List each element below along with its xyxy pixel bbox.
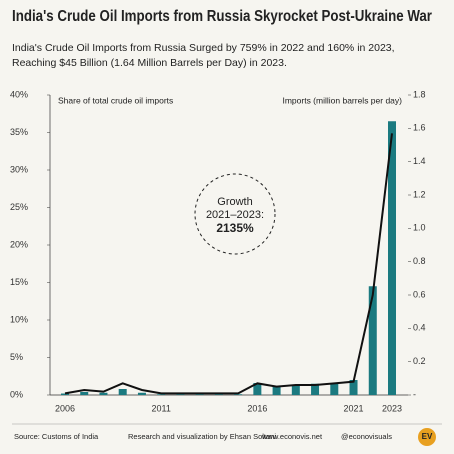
bar [214, 394, 223, 395]
y2-tick-label: 1.6 [413, 123, 426, 133]
annotation: 2021–2023: [206, 209, 264, 221]
subtitle: Reaching $45 Billion (1.64 Million Barre… [12, 57, 287, 69]
y-tick-label: 40% [10, 89, 28, 99]
y2-tick-label: 0.2 [413, 356, 426, 366]
chart-title: India's Crude Oil Imports from Russia Sk… [12, 8, 432, 25]
bar [291, 384, 300, 395]
bar [272, 386, 281, 395]
bar [330, 383, 339, 395]
y2-tick-label: - [413, 389, 416, 399]
y-tick-label: 15% [10, 277, 28, 287]
y-tick-label: 20% [10, 239, 28, 249]
y-tick-label: 25% [10, 202, 28, 212]
y-tick-label: 0% [10, 389, 23, 399]
annotation: 2135% [216, 221, 254, 235]
bar [61, 393, 69, 395]
y2-tick-label: 1.8 [413, 89, 426, 99]
bar [137, 392, 146, 395]
bar [368, 286, 377, 395]
y-tick-label: 5% [10, 352, 23, 362]
line [64, 133, 393, 395]
x-tick-label: 2023 [382, 403, 402, 413]
source: Source: Customs of India [14, 432, 99, 441]
bar [157, 394, 166, 395]
logo [418, 428, 436, 446]
x-tick-label: 2016 [247, 403, 267, 413]
y2-tick-label: 0.4 [413, 323, 426, 333]
logo-text: EV [422, 432, 433, 441]
x-tick-label: 2011 [151, 403, 170, 413]
bar [388, 121, 396, 395]
y2-tick-label: 1.4 [413, 156, 426, 166]
y2-tick-label: 1.2 [413, 189, 426, 199]
bar [99, 392, 108, 395]
bar [311, 383, 320, 395]
bar [349, 380, 358, 395]
y-tick-label: 35% [10, 127, 28, 137]
subtitle: India's Crude Oil Imports from Russia Su… [12, 42, 395, 54]
bar [118, 389, 127, 395]
y2-tick-label: 1.0 [413, 223, 426, 233]
annotation-circle [194, 173, 276, 255]
y2-tick-label: 0.8 [413, 256, 426, 266]
y2-tick-label: 0.6 [413, 289, 426, 299]
bar [176, 394, 185, 395]
bar [253, 383, 262, 395]
bar [195, 394, 204, 395]
handle: @econovisuals [341, 432, 392, 441]
bar [234, 394, 243, 395]
y-tick-label: 10% [10, 314, 28, 324]
x-tick-label: 2006 [55, 403, 75, 413]
credit: Research and visualization by Ehsan Solt… [128, 432, 276, 441]
x-tick-label: 2021 [344, 403, 364, 413]
annotation: Growth [217, 196, 252, 208]
y2-axis-label: Imports (million barrels per day) [282, 95, 402, 105]
y-tick-label: 30% [10, 164, 28, 174]
y-axis-label: Share of total crude oil imports [58, 95, 173, 105]
site: www.econovis.net [261, 432, 323, 441]
bar [80, 392, 89, 395]
